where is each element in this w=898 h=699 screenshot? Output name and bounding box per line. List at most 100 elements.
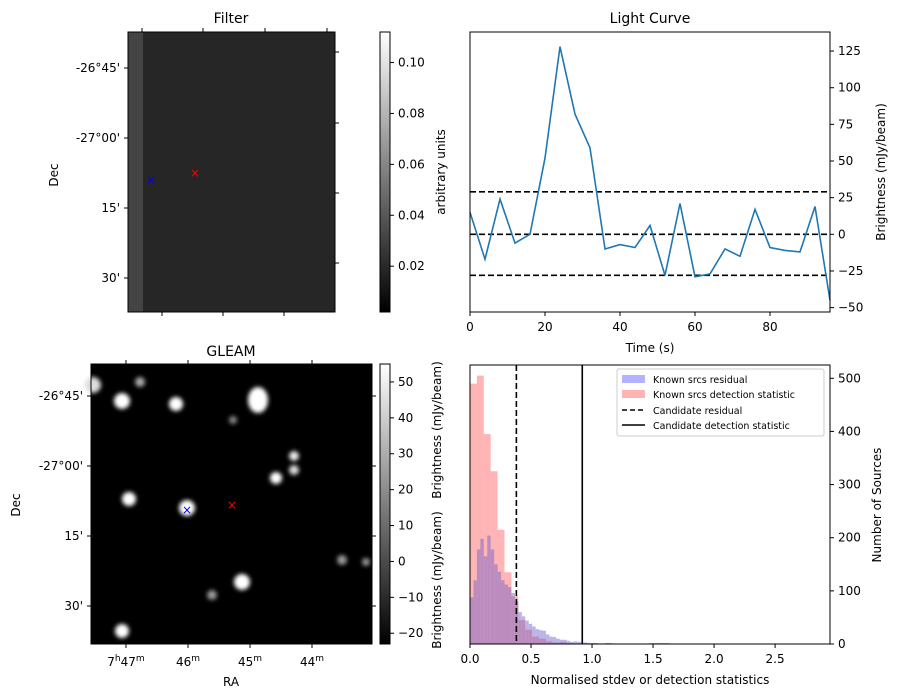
light-curve-xlabel: Time (s)	[625, 341, 675, 355]
light-curve-xticks: 0 20 40 60 80	[466, 312, 778, 334]
gleam-ytick-label: -26°45'	[39, 389, 83, 403]
gleam-colorbar-tick-label: 30	[398, 447, 413, 461]
residual-histogram-bar	[566, 640, 571, 644]
residual-histogram-bar	[535, 629, 540, 644]
gleam-colorbar-tick-label: 10	[398, 519, 413, 533]
gleam-xlabel: RA	[223, 675, 240, 689]
filter-ytick-label: -26°45'	[76, 61, 120, 75]
detection-histogram-bar	[559, 641, 567, 644]
legend-label: Known srcs residual	[653, 375, 747, 386]
filter-panel: Filter -26°45' -27°00' 15' 30' Dec × × 0.02…	[47, 11, 448, 316]
gleam-source	[169, 397, 183, 411]
histogram-ytick-label: 300	[838, 478, 861, 492]
gleam-source	[362, 558, 370, 566]
light-curve-ytick-label: 50	[838, 154, 853, 168]
gleam-ytick-label: 30'	[64, 599, 83, 613]
histogram-ytick-label: 100	[838, 584, 861, 598]
legend-label: Candidate detection statistic	[653, 421, 790, 432]
gleam-xtick-label: 44m	[300, 654, 324, 669]
detection-histogram-bar	[490, 471, 498, 644]
residual-histogram-bar	[494, 564, 498, 644]
gleam-ylabel: Dec	[9, 493, 23, 516]
histogram-legend: Known srcs residual Known srcs detection…	[616, 368, 825, 437]
light-curve-ytick-label: 75	[838, 117, 853, 131]
filter-ytick-label: 30'	[101, 271, 120, 285]
gleam-source	[122, 492, 136, 506]
light-curve-ytick-label: −50	[838, 301, 863, 315]
detection-histogram-bar	[497, 529, 505, 644]
residual-histogram-bar	[473, 580, 477, 644]
filter-ytick-label: -27°00'	[76, 131, 120, 145]
histogram-panel: 0.0 0.5 1.0 1.5 2.0 2.5 0 100 200 300 400 500 Norm…	[430, 364, 884, 687]
legend-swatch-detection	[622, 390, 645, 398]
gleam-source	[234, 574, 250, 590]
blue-cross-marker: ×	[182, 503, 192, 517]
detection-histogram-bar	[649, 642, 657, 644]
light-curve-ylabel: Brightness (mJy/beam)	[874, 103, 888, 241]
blue-cross-marker: ×	[146, 173, 156, 187]
gleam-xtick-label: 45m	[238, 654, 262, 669]
residual-histogram-bar	[604, 642, 609, 644]
gleam-colorbar-tick-label: 40	[398, 411, 413, 425]
gleam-xticks: 7h47m 46m 45m 44m	[107, 644, 324, 669]
light-curve-threshold-lines	[470, 190, 830, 277]
residual-histogram-bar	[539, 630, 543, 644]
detection-histogram-bar	[566, 642, 574, 644]
light-curve-ytick-label: 25	[838, 191, 853, 205]
histogram-ytick-label: 0	[838, 637, 846, 651]
histogram-left-label: Brightness (mJy/beam)	[430, 511, 444, 649]
gleam-colorbar-label: Brightness (mJy/beam)	[430, 361, 444, 499]
gleam-source	[114, 393, 130, 409]
gleam-source	[115, 624, 129, 638]
residual-histogram-bar	[483, 556, 488, 644]
light-curve-xtick-label: 80	[762, 320, 777, 334]
detection-histogram-bar	[525, 629, 533, 644]
gleam-tick-marks	[125, 360, 376, 607]
histogram-xticks: 0.0 0.5 1.0 1.5 2.0 2.5	[460, 644, 785, 666]
filter-colorbar-tick-label: 0.10	[398, 56, 425, 70]
light-curve-xtick-label: 60	[687, 320, 702, 334]
residual-histogram-bar	[490, 549, 495, 644]
histogram-xtick-label: 2.5	[766, 652, 785, 666]
legend-label: Known srcs detection statistic	[653, 390, 795, 401]
gleam-xtick-label: 7h47m	[107, 654, 144, 669]
legend-swatch-residual	[622, 375, 645, 383]
histogram-bars	[470, 375, 815, 644]
gleam-image	[91, 364, 372, 644]
residual-histogram-bar	[556, 638, 560, 644]
light-curve-points	[470, 47, 830, 301]
gleam-source	[337, 555, 347, 565]
legend-label: Candidate residual	[653, 406, 742, 417]
light-curve-xtick-label: 40	[612, 320, 627, 334]
histogram-ylabel: Number of Sources	[870, 448, 884, 563]
filter-image-edge	[128, 32, 143, 312]
detection-histogram-bar	[663, 642, 670, 644]
detection-histogram-bar	[656, 642, 664, 644]
light-curve-series	[469, 46, 831, 301]
filter-ytick-label: 15'	[101, 201, 120, 215]
filter-ylabel: Dec	[47, 163, 61, 186]
histogram-yticks: 0 100 200 300 400 500	[830, 371, 861, 651]
gleam-colorbar-tick-label: 0	[398, 554, 406, 568]
detection-histogram-bar	[545, 641, 553, 644]
residual-histogram-bar	[587, 642, 591, 644]
gleam-source	[270, 472, 282, 484]
residual-histogram-bar	[559, 639, 564, 644]
red-cross-marker: ×	[190, 166, 200, 180]
detection-histogram-bar	[538, 638, 546, 644]
histogram-xtick-label: 1.0	[582, 652, 601, 666]
gleam-xtick-label: 46m	[176, 654, 200, 669]
residual-histogram-bar	[590, 642, 595, 644]
filter-image	[128, 32, 335, 312]
detection-histogram-bar	[532, 636, 539, 644]
residual-histogram-bar	[552, 637, 557, 644]
light-curve-ytick-label: −25	[838, 264, 863, 278]
light-curve-panel: Light Curve 0 20 40 60 80 125 100 75 50 25 0 −25 −5…	[466, 11, 888, 355]
residual-histogram-bar	[501, 580, 505, 644]
histogram-ytick-label: 500	[838, 371, 861, 385]
filter-tick-marks	[141, 28, 339, 316]
gleam-source	[179, 500, 195, 516]
detection-histogram-bar	[483, 434, 491, 644]
filter-yticks: -26°45' -27°00' 15' 30'	[76, 61, 128, 285]
